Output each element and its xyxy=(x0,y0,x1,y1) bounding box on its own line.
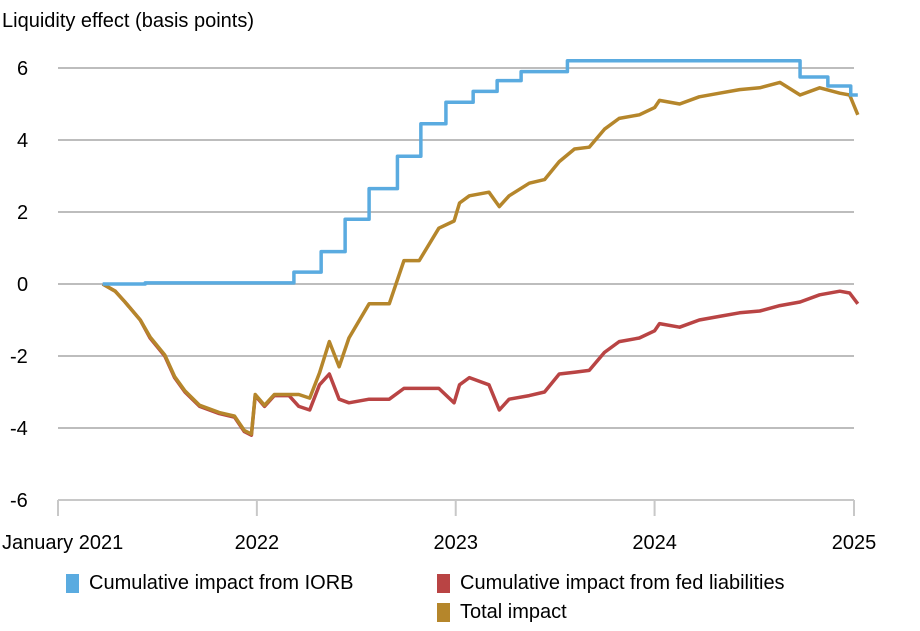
y-tick-label: 4 xyxy=(17,130,28,152)
series-line-0 xyxy=(102,59,858,286)
x-tick-label: 2023 xyxy=(433,532,478,554)
x-tick-label: 2025 xyxy=(832,532,877,554)
legend-label-total: Total impact xyxy=(460,601,567,623)
y-tick-label: 2 xyxy=(17,202,28,224)
y-tick-label: -6 xyxy=(10,490,28,512)
chart-title: Liquidity effect (basis points) xyxy=(2,10,254,32)
x-tick-label: 2024 xyxy=(632,532,677,554)
y-tick-label: 6 xyxy=(17,58,28,80)
y-tick-label: -4 xyxy=(10,418,28,440)
y-tick-label: 0 xyxy=(17,274,28,296)
legend-item-iorb: Cumulative impact from IORB xyxy=(66,572,354,595)
legend-item-total: Total impact xyxy=(437,601,567,624)
legend-swatch-fed-liabilities xyxy=(437,574,450,593)
legend-item-fed-liabilities: Cumulative impact from fed liabilities xyxy=(437,572,785,595)
x-tick-label: January 2021 xyxy=(2,532,123,554)
y-tick-label: -2 xyxy=(10,346,28,368)
legend-label-fed-liabilities: Cumulative impact from fed liabilities xyxy=(460,572,785,594)
x-tick-label: 2022 xyxy=(235,532,280,554)
legend-swatch-iorb xyxy=(66,574,79,593)
series-line-2 xyxy=(101,80,860,436)
legend-swatch-total xyxy=(437,603,450,622)
legend-label-iorb: Cumulative impact from IORB xyxy=(89,572,354,594)
